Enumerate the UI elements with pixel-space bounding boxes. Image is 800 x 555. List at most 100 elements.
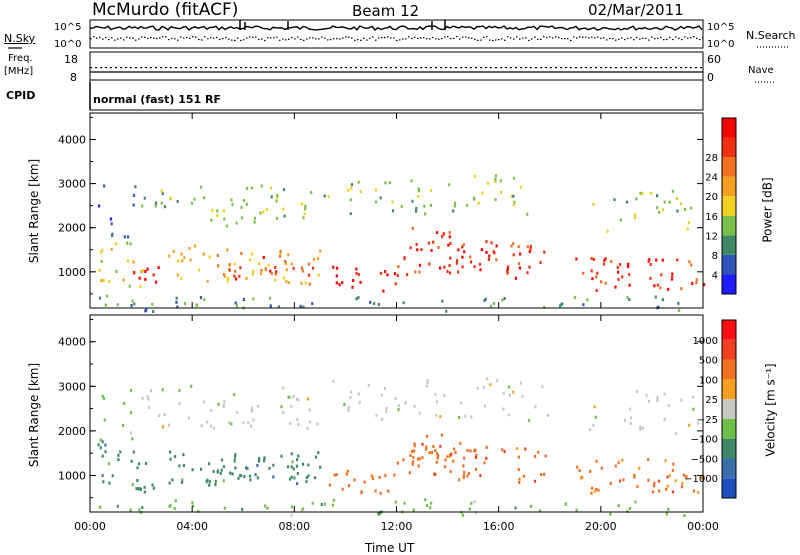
- scatter-cell: [233, 458, 236, 462]
- scatter-cell: [575, 508, 578, 512]
- scatter-cell: [512, 203, 516, 207]
- nsearch-point: [375, 39, 377, 41]
- scatter-cell: [647, 458, 650, 461]
- scatter-cell: [107, 462, 110, 466]
- scatter-cell: [495, 244, 498, 248]
- scatter-cell: [656, 206, 659, 210]
- scatter-cell: [214, 479, 217, 483]
- nsearch-point: [597, 36, 599, 38]
- nsearch-point: [150, 37, 152, 39]
- scatter-cell: [193, 197, 196, 201]
- scatter-cell: [432, 445, 435, 448]
- scatter-cell: [233, 393, 236, 397]
- scatter-cell: [501, 448, 504, 452]
- nsearch-point: [585, 36, 587, 38]
- scatter-cell: [163, 205, 167, 209]
- scatter-cell: [197, 509, 200, 513]
- nsearch-point: [171, 37, 173, 39]
- scatter-cell: [686, 227, 689, 231]
- scatter-cell: [304, 204, 307, 208]
- nsearch-point: [387, 36, 389, 38]
- nave-point: [505, 67, 507, 69]
- nsearch-point: [672, 38, 674, 41]
- scatter-cell: [291, 460, 294, 464]
- scatter-cell: [423, 204, 426, 208]
- nsearch-point: [639, 38, 641, 40]
- nave-point: [395, 67, 397, 69]
- x-tick-label: 16:00: [483, 520, 515, 533]
- scatter-cell: [425, 445, 428, 449]
- scatter-cell: [671, 275, 674, 279]
- scatter-cell: [469, 255, 472, 259]
- scatter-cell: [507, 413, 510, 417]
- scatter-cell: [659, 286, 662, 290]
- scatter-cell: [697, 491, 700, 494]
- nave-point: [345, 67, 347, 69]
- nsearch-point: [582, 36, 584, 38]
- scatter-cell: [417, 189, 421, 193]
- nsearch-point: [339, 38, 341, 40]
- nave-point: [135, 67, 137, 69]
- nsearch-point: [264, 39, 266, 42]
- scatter-cell: [633, 216, 637, 220]
- scatter-cell: [628, 507, 632, 510]
- scatter-cell: [462, 464, 465, 468]
- scatter-cell: [355, 267, 358, 271]
- nsearch-point: [573, 36, 575, 38]
- scatter-cell: [625, 200, 629, 204]
- scatter-cell: [494, 198, 497, 202]
- nsearch-point: [468, 37, 470, 39]
- scatter-cell: [248, 474, 252, 478]
- scatter-cell: [295, 397, 299, 401]
- scatter-cell: [335, 473, 338, 477]
- scatter-cell: [190, 201, 194, 205]
- scatter-cell: [265, 208, 268, 212]
- scatter-cell: [649, 276, 652, 280]
- scatter-cell: [203, 400, 206, 404]
- scatter-cell: [319, 249, 322, 253]
- nsearch-point: [627, 37, 629, 40]
- scatter-cell: [667, 507, 670, 511]
- scatter-cell: [101, 454, 104, 458]
- scatter-cell: [341, 487, 344, 491]
- nsearch-point: [354, 39, 356, 41]
- scatter-cell: [684, 208, 687, 211]
- nave-point: [690, 67, 692, 69]
- scatter-cell: [105, 294, 109, 298]
- vel-scatter-cells: [97, 377, 705, 517]
- nsearch-point: [201, 39, 203, 41]
- nsearch-point: [225, 36, 227, 39]
- scatter-cell: [703, 283, 706, 287]
- scatter-cell: [375, 414, 378, 418]
- scatter-cell: [439, 444, 442, 448]
- scatter-cell: [327, 195, 330, 199]
- nsearch-point: [204, 36, 206, 38]
- nave-point: [255, 67, 257, 69]
- scatter-cell: [129, 411, 132, 415]
- scatter-cell: [143, 485, 146, 489]
- scatter-cell: [290, 452, 293, 456]
- scatter-cell: [561, 302, 564, 306]
- scatter-cell: [486, 377, 489, 381]
- scatter-cell: [258, 262, 261, 266]
- scatter-cell: [133, 302, 136, 306]
- scatter-cell: [513, 176, 516, 180]
- scatter-cell: [518, 266, 521, 270]
- scatter-cell: [100, 260, 103, 263]
- nsearch-point: [114, 39, 116, 41]
- nave-point: [680, 67, 682, 69]
- nsearch-point: [492, 40, 494, 42]
- scatter-cell: [332, 498, 335, 502]
- scatter-cell: [313, 476, 317, 480]
- scatter-cell: [614, 285, 617, 289]
- scatter-cell: [152, 310, 155, 313]
- nave-point: [100, 67, 102, 69]
- scatter-cell: [296, 472, 299, 475]
- scatter-cell: [144, 277, 147, 281]
- nsearch-point: [453, 37, 455, 39]
- scatter-cell: [474, 448, 477, 452]
- scatter-cell: [475, 453, 478, 457]
- scatter-cell: [269, 269, 272, 273]
- scatter-cell: [222, 465, 225, 469]
- scatter-cell: [160, 201, 163, 205]
